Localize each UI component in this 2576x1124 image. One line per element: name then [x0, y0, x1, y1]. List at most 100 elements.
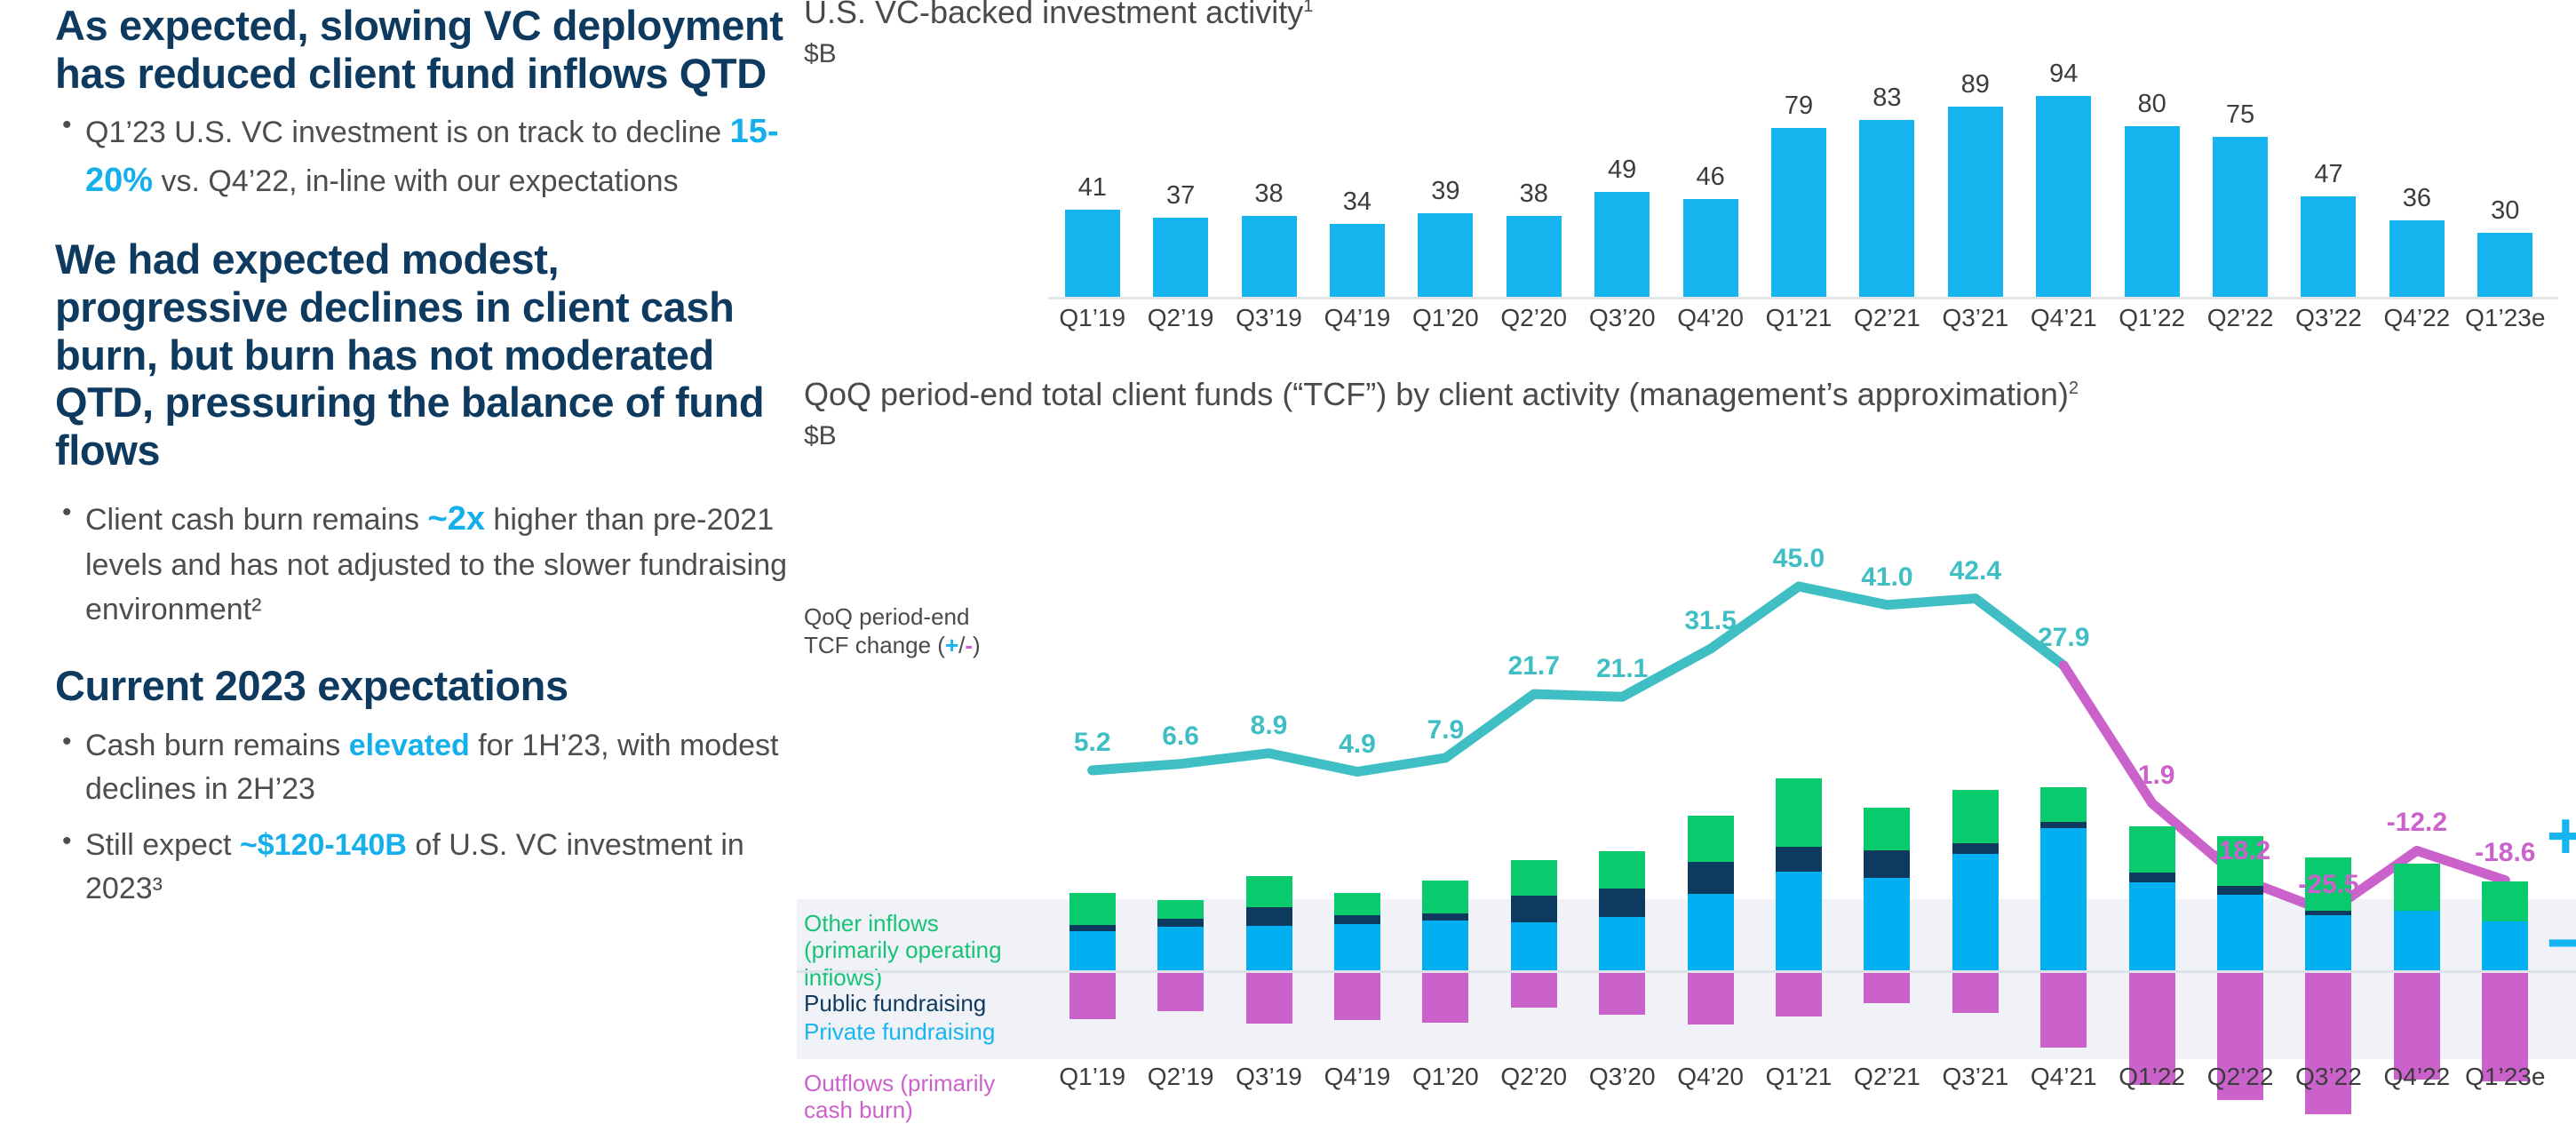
segment-outflows: [1069, 973, 1116, 1019]
bullet-item: Client cash burn remains ~2x higher than…: [55, 493, 801, 632]
legend-item-other-inflows: Other inflows (primarily operating inflo…: [804, 910, 1002, 991]
chart-2-x-label: Q2’19: [1147, 1063, 1214, 1090]
right-charts-column: U.S. VC-backed investment activity1 $B 4…: [797, 0, 2576, 1123]
chart-vc-investment-activity: U.S. VC-backed investment activity1 $B 4…: [804, 0, 2576, 332]
chart-1-title: U.S. VC-backed investment activity1: [804, 0, 1313, 30]
chart-1-x-label: Q3’22: [2295, 304, 2362, 331]
chart-1-x-label: Q2’19: [1147, 304, 1214, 331]
chart-1-bar-value: 83: [1872, 83, 1902, 112]
chart-2-x-label: Q1’19: [1059, 1063, 1126, 1090]
segment-outflows: [1510, 973, 1557, 1008]
chart-1-bar: [1064, 209, 1120, 297]
stacked-bar-column: [1069, 448, 1116, 1061]
stacked-bar-column: [1776, 448, 1822, 1061]
segment-other-inflows: [1776, 777, 1822, 848]
chart-1-bar: [2301, 196, 2357, 297]
bullet-text-pre: Q1’23 U.S. VC investment is on track to …: [85, 116, 730, 150]
segment-private-fundraising: [1864, 877, 1911, 970]
tcf-change-value-label: 21.7: [1507, 651, 1560, 682]
tcf-change-value-label: -18.2: [2209, 835, 2271, 865]
chart-2-x-label: Q1’21: [1765, 1063, 1833, 1090]
segment-outflows: [1245, 973, 1292, 1024]
tcf-change-line-series: [1087, 581, 2510, 918]
tcf-change-value-label: 21.1: [1595, 654, 1649, 684]
bullet-highlight: 15-20%: [85, 113, 779, 200]
segment-private-fundraising: [2040, 828, 2087, 970]
segment-other-inflows: [1687, 816, 1734, 863]
chart-2-x-label: Q2’22: [2206, 1063, 2274, 1090]
bullet-highlight: ~$120-140B: [239, 828, 407, 863]
segment-other-inflows: [1333, 892, 1380, 916]
chart-1-bar-value: 38: [1519, 179, 1548, 208]
chart-1-x-label: Q4’20: [1677, 304, 1744, 331]
stacked-bar-column: [1157, 448, 1205, 1061]
segment-public-fundraising: [1333, 915, 1380, 924]
segment-private-fundraising: [1599, 916, 1646, 970]
segment-public-fundraising: [1952, 843, 1999, 855]
segment-outflows: [2040, 973, 2087, 1048]
segment-private-fundraising: [1333, 923, 1380, 970]
segment-other-inflows: [1952, 790, 1999, 844]
chart-1-plot-area: 41 37 38 34 39 38 49 46 79 83 89 94 80 75 47 36 30: [1048, 60, 2549, 297]
chart-2-x-label: Q1’22: [2119, 1063, 2185, 1090]
block-3-bullets: Cash burn remains elevated for 1H’23, wi…: [55, 722, 801, 912]
stacked-bar-column: [2217, 448, 2264, 1100]
tcf-change-value-label: 6.6: [1162, 721, 1199, 751]
segment-outflows: [1599, 973, 1646, 1015]
stacked-bar-column: [1599, 448, 1646, 1061]
segment-private-fundraising: [1687, 894, 1734, 970]
slash-glyph: /: [958, 631, 966, 658]
chart-1-bar: [1771, 128, 1826, 297]
segment-other-inflows: [1069, 893, 1116, 925]
bullet-text-post: higher than pre-2021 levels and has not …: [85, 503, 788, 626]
tcf-change-value-label: -25.5: [2298, 869, 2359, 899]
text-block-2: We had expected modest, progressive decl…: [55, 235, 801, 632]
chart-2-x-label: Q4’22: [2383, 1063, 2451, 1090]
bullet-text-pre: Client cash burn remains: [85, 503, 428, 538]
chart-1-bar: [2213, 137, 2269, 297]
chart-1-bar: [2036, 96, 2092, 297]
segment-other-inflows: [1157, 899, 1205, 919]
chart-2-unit-label: $B: [804, 421, 837, 450]
text-block-1: As expected, slowing VC deployment has r…: [55, 0, 801, 205]
block-1-bullets: Q1’23 U.S. VC investment is on track to …: [55, 106, 801, 205]
tcf-change-value-label: -1.9: [2128, 760, 2175, 790]
chart-1-bar: [1594, 192, 1650, 297]
tcf-line-positive-segment: [1087, 581, 2069, 777]
chart-1-bar: [1153, 218, 1209, 297]
tcf-change-value-label: 45.0: [1772, 544, 1825, 573]
segment-other-inflows: [1510, 859, 1557, 897]
tcf-change-value-label: 4.9: [1339, 729, 1376, 759]
block-1-heading: As expected, slowing VC deployment has r…: [55, 2, 783, 97]
stacked-bar-column: [1422, 448, 1469, 1061]
tcf-change-side-label: QoQ period-end TCF change (+/-): [804, 603, 1008, 659]
chart-2-plot-area: [797, 448, 2576, 1114]
chart-1-bar-value: 39: [1431, 177, 1460, 206]
stacked-bar-column: [1687, 448, 1734, 1061]
segment-public-fundraising: [1422, 913, 1469, 921]
chart-2-x-label: Q1’23e: [2465, 1063, 2546, 1090]
tcf-change-value-label: -12.2: [2386, 808, 2448, 838]
segment-outflows: [1952, 973, 1999, 1014]
segment-outflows: [2393, 973, 2440, 1080]
chart-1-unit-label: $B: [804, 39, 837, 68]
chart-1-bar-value: 37: [1165, 181, 1196, 211]
chart-1-bar-value: 30: [2491, 196, 2520, 225]
chart-1-bar-value: 79: [1784, 92, 1814, 121]
chart-2-x-label: Q3’20: [1588, 1063, 1656, 1090]
bullet-text-post: vs. Q4’22, in-line with our expectations: [153, 164, 679, 199]
tcf-change-value-label: 31.5: [1684, 606, 1737, 636]
block-3-heading: Current 2023 expectations: [55, 661, 568, 709]
segment-outflows: [2482, 973, 2529, 1081]
chart-1-x-label: Q1’20: [1411, 304, 1479, 331]
chart-1-bar: [1506, 215, 1562, 297]
segment-private-fundraising: [1776, 871, 1822, 970]
stacked-bar-column: [1333, 448, 1380, 1061]
chart-1-bar-value: 36: [2402, 183, 2431, 212]
chart-1-x-label: Q3’19: [1236, 304, 1302, 331]
segment-private-fundraising: [1510, 921, 1557, 970]
segment-outflows: [1157, 973, 1205, 1011]
chart-1-x-label: Q2’21: [1854, 304, 1920, 331]
segment-other-inflows: [2217, 836, 2264, 886]
chart-1-bar-value: 47: [2314, 160, 2343, 189]
